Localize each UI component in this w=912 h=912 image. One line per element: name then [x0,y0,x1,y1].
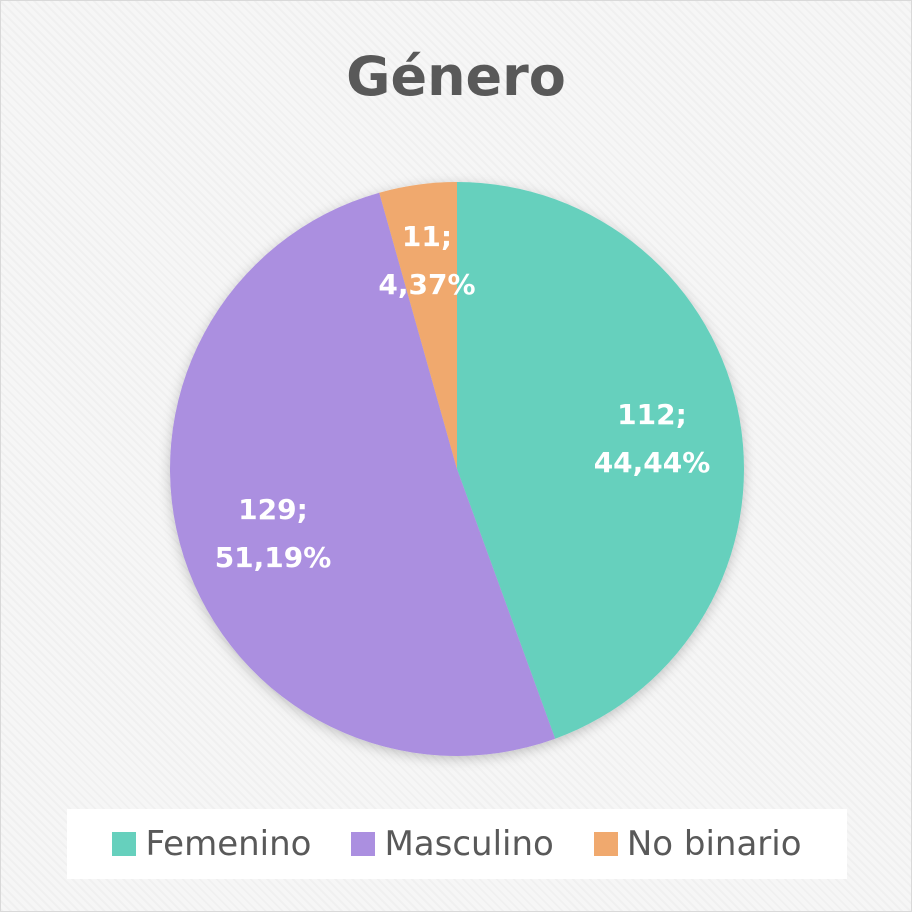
data-label-no-binario: 11; 4,37% [378,220,475,301]
legend-swatch-femenino [112,832,137,856]
chart-title: Género [346,45,566,108]
legend-label-masculino: Masculino [384,824,554,864]
pie-slice-no-binario[interactable] [379,182,457,469]
pie-slice-masculino[interactable] [170,192,556,757]
legend-item-masculino[interactable]: Masculino [351,824,554,864]
data-label-femenino: 112; 44,44% [594,398,711,479]
data-label-masculino: 129; 51,19% [215,493,332,574]
legend-label-no-binario: No binario [626,824,802,864]
legend: Femenino Masculino No binario [67,809,847,879]
legend-label-femenino: Femenino [145,824,312,864]
legend-item-femenino[interactable]: Femenino [112,824,311,864]
legend-swatch-no-binario [593,832,618,856]
pie-slice-femenino[interactable] [457,182,745,739]
legend-item-no-binario[interactable]: No binario [593,824,802,864]
legend-swatch-masculino [351,832,376,856]
